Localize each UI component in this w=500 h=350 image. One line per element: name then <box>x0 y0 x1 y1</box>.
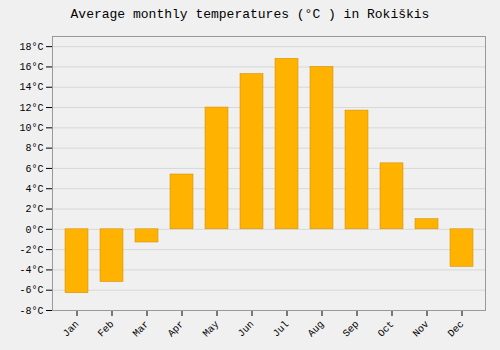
svg-text:Feb: Feb <box>96 319 117 340</box>
svg-text:Jul: Jul <box>271 319 292 340</box>
svg-text:8°C: 8°C <box>25 143 43 154</box>
svg-text:-8°C: -8°C <box>19 306 43 317</box>
svg-text:Jan: Jan <box>61 319 82 340</box>
svg-text:14°C: 14°C <box>19 82 43 93</box>
svg-text:Sep: Sep <box>341 319 362 340</box>
svg-text:Mar: Mar <box>131 319 152 340</box>
svg-text:0°C: 0°C <box>25 225 43 236</box>
svg-text:6°C: 6°C <box>25 164 43 175</box>
svg-text:18°C: 18°C <box>19 42 43 53</box>
svg-text:Oct: Oct <box>376 319 397 340</box>
svg-text:2°C: 2°C <box>25 204 43 215</box>
svg-text:12°C: 12°C <box>19 103 43 114</box>
svg-text:4°C: 4°C <box>25 184 43 195</box>
svg-text:Apr: Apr <box>166 319 187 340</box>
svg-text:Jun: Jun <box>236 319 257 340</box>
svg-text:16°C: 16°C <box>19 62 43 73</box>
svg-text:May: May <box>201 319 222 340</box>
svg-text:Aug: Aug <box>306 319 327 340</box>
svg-text:-6°C: -6°C <box>19 285 43 296</box>
svg-text:Dec: Dec <box>446 319 467 340</box>
svg-text:-2°C: -2°C <box>19 245 43 256</box>
svg-text:Nov: Nov <box>411 319 432 340</box>
html-text:Average monthly temperatures (: Average monthly temperatures (°C ) in Ro… <box>70 7 430 22</box>
svg-text:10°C: 10°C <box>19 123 43 134</box>
svg-text:-4°C: -4°C <box>19 265 43 276</box>
